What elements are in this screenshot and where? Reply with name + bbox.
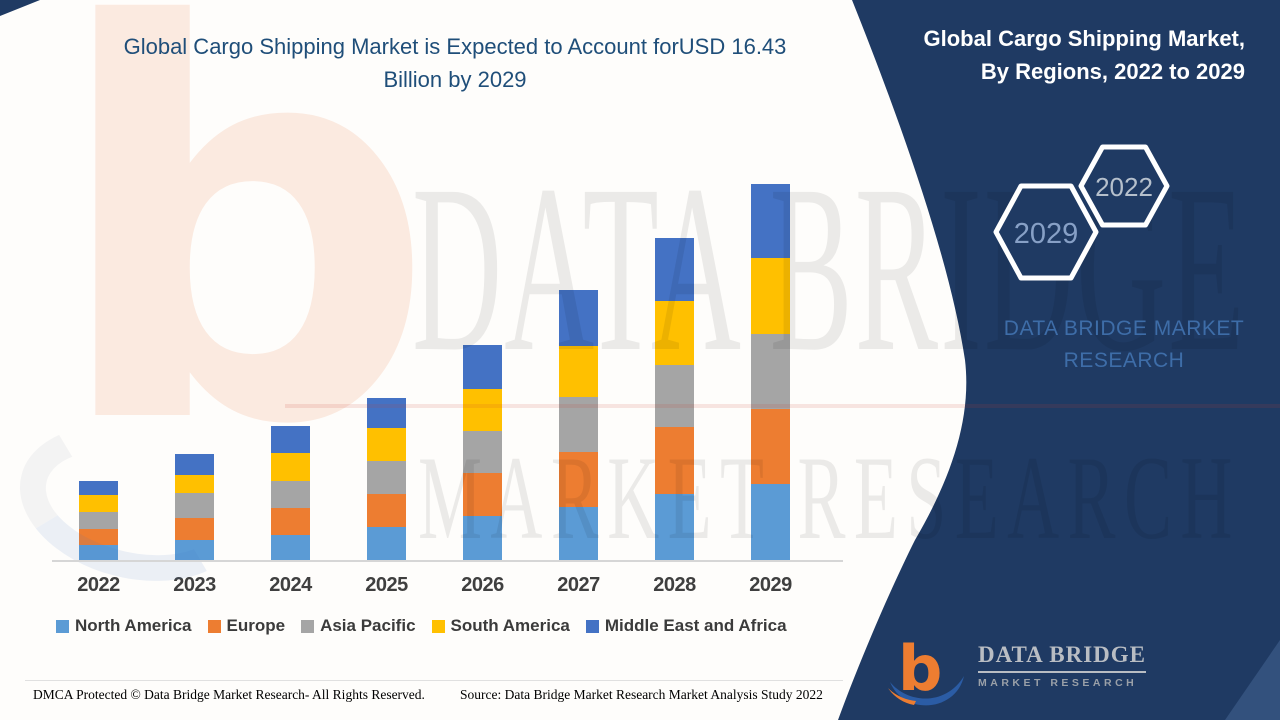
- legend-swatch: [585, 619, 599, 633]
- bar-segment-2029: [751, 258, 790, 334]
- bar-segment-2026: [463, 431, 502, 473]
- logo-wordmark: DATA BRIDGE: [978, 642, 1146, 673]
- bar-segment-2023: [175, 540, 214, 560]
- bar-segment-2024: [271, 426, 310, 453]
- bar-segment-2027: [559, 507, 598, 560]
- footer-divider: [25, 680, 843, 681]
- bar-segment-2028: [655, 427, 694, 494]
- bar-segment-2023: [175, 475, 214, 493]
- bar-segment-2026: [463, 516, 502, 560]
- legend-item: Asia Pacific: [301, 616, 416, 636]
- x-axis-label: 2026: [461, 574, 504, 596]
- bar-segment-2028: [655, 365, 694, 427]
- footer-dmca-text: DMCA Protected © Data Bridge Market Rese…: [33, 687, 425, 702]
- databridge-logo-mark: b: [888, 632, 964, 706]
- bar-segment-2025: [367, 398, 406, 428]
- chart-title-line2: Billion by 2029: [383, 67, 527, 92]
- panel-brand-line2: RESEARCH: [1063, 349, 1185, 372]
- x-axis-label: 2029: [749, 574, 792, 596]
- bar-segment-2025: [367, 461, 406, 494]
- bottom-right-corner-accent: [1225, 640, 1280, 720]
- hexagon-2029: [993, 183, 1099, 281]
- legend-label: South America: [450, 616, 570, 635]
- bar-segment-2023: [175, 518, 214, 540]
- bar-segment-2025: [367, 494, 406, 527]
- legend-label: Asia Pacific: [320, 616, 416, 635]
- hexagon-2022: [1078, 144, 1170, 228]
- panel-title-line1: Global Cargo Shipping Market,: [923, 26, 1245, 51]
- bar-segment-2026: [463, 473, 502, 516]
- panel-brand-line1: DATA BRIDGE MARKET: [1003, 317, 1245, 340]
- bar-segment-2024: [271, 535, 310, 560]
- legend-label: Europe: [226, 616, 286, 635]
- bar-segment-2022: [79, 481, 118, 495]
- x-axis-label: 2027: [557, 574, 600, 596]
- legend-label: Middle East and Africa: [604, 616, 787, 635]
- watermark-red-underline: [285, 404, 1280, 408]
- panel-brand-text: DATA BRIDGE MARKET RESEARCH: [988, 313, 1260, 377]
- bar-segment-2029: [751, 409, 790, 484]
- bar-segment-2022: [79, 495, 118, 512]
- bar-segment-2025: [367, 428, 406, 461]
- bar-segment-2028: [655, 238, 694, 301]
- chart-title: Global Cargo Shipping Market is Expected…: [60, 30, 850, 96]
- bar-segment-2027: [559, 452, 598, 507]
- x-axis-label: 2022: [77, 574, 120, 596]
- hexagon-2029-label: 2029: [1014, 218, 1079, 250]
- bar-segment-2028: [655, 494, 694, 560]
- bar-segment-2027: [559, 346, 598, 397]
- x-axis-label: 2028: [653, 574, 696, 596]
- bar-segment-2023: [175, 493, 214, 518]
- panel-title-line2: By Regions, 2022 to 2029: [980, 59, 1245, 84]
- watermark-letter-b-logo: b: [50, 0, 437, 543]
- top-left-corner-accent: [0, 0, 40, 16]
- panel-title: Global Cargo Shipping Market, By Regions…: [885, 22, 1245, 88]
- bar-segment-2024: [271, 481, 310, 508]
- bar-segment-2029: [751, 184, 790, 258]
- bar-segment-2022: [79, 529, 118, 545]
- watermark-text-market-research: MARKET RESEARCH: [418, 431, 1241, 564]
- bar-segment-2023: [175, 454, 214, 475]
- bar-segment-2029: [751, 334, 790, 409]
- legend-item: Middle East and Africa: [585, 616, 787, 636]
- bar-segment-2022: [79, 545, 118, 560]
- legend-item: North America: [56, 616, 192, 636]
- logo-swoosh: [890, 676, 964, 706]
- footer-source-text: Source: Data Bridge Market Research Mark…: [460, 687, 823, 702]
- bar-segment-2027: [559, 397, 598, 452]
- x-axis-label: 2025: [365, 574, 408, 596]
- logo-swoosh-accent: [888, 688, 916, 705]
- bar-segment-2024: [271, 453, 310, 481]
- legend-swatch: [56, 619, 69, 633]
- legend-item: Europe: [207, 616, 286, 636]
- bar-segment-2025: [367, 527, 406, 560]
- legend-swatch: [431, 619, 445, 633]
- legend-label: North America: [75, 616, 192, 635]
- databridge-logo: b DATA BRIDGE MARKET RESEARCH: [886, 632, 1146, 710]
- logo-text-block: DATA BRIDGE MARKET RESEARCH: [978, 632, 1146, 689]
- hexagon-2022-label: 2022: [1095, 172, 1153, 202]
- x-axis-label: 2024: [269, 574, 312, 596]
- logo-tagline: MARKET RESEARCH: [978, 677, 1138, 689]
- legend-swatch: [301, 619, 315, 633]
- bar-segment-2026: [463, 389, 502, 431]
- bar-segment-2029: [751, 484, 790, 560]
- legend-item: South America: [431, 616, 570, 636]
- chart-legend: North America Europe Asia Pacific South Ame…: [56, 616, 787, 636]
- bar-segment-2027: [559, 290, 598, 346]
- legend-swatch: [207, 619, 221, 633]
- bar-segment-2026: [463, 345, 502, 389]
- logo-b-glyph: b: [898, 632, 942, 705]
- chart-title-line1: Global Cargo Shipping Market is Expected…: [123, 34, 787, 59]
- x-axis-line: [52, 560, 843, 562]
- x-axis-label: 2023: [173, 574, 216, 596]
- bar-segment-2028: [655, 301, 694, 365]
- bar-segment-2022: [79, 512, 118, 529]
- bar-segment-2024: [271, 508, 310, 535]
